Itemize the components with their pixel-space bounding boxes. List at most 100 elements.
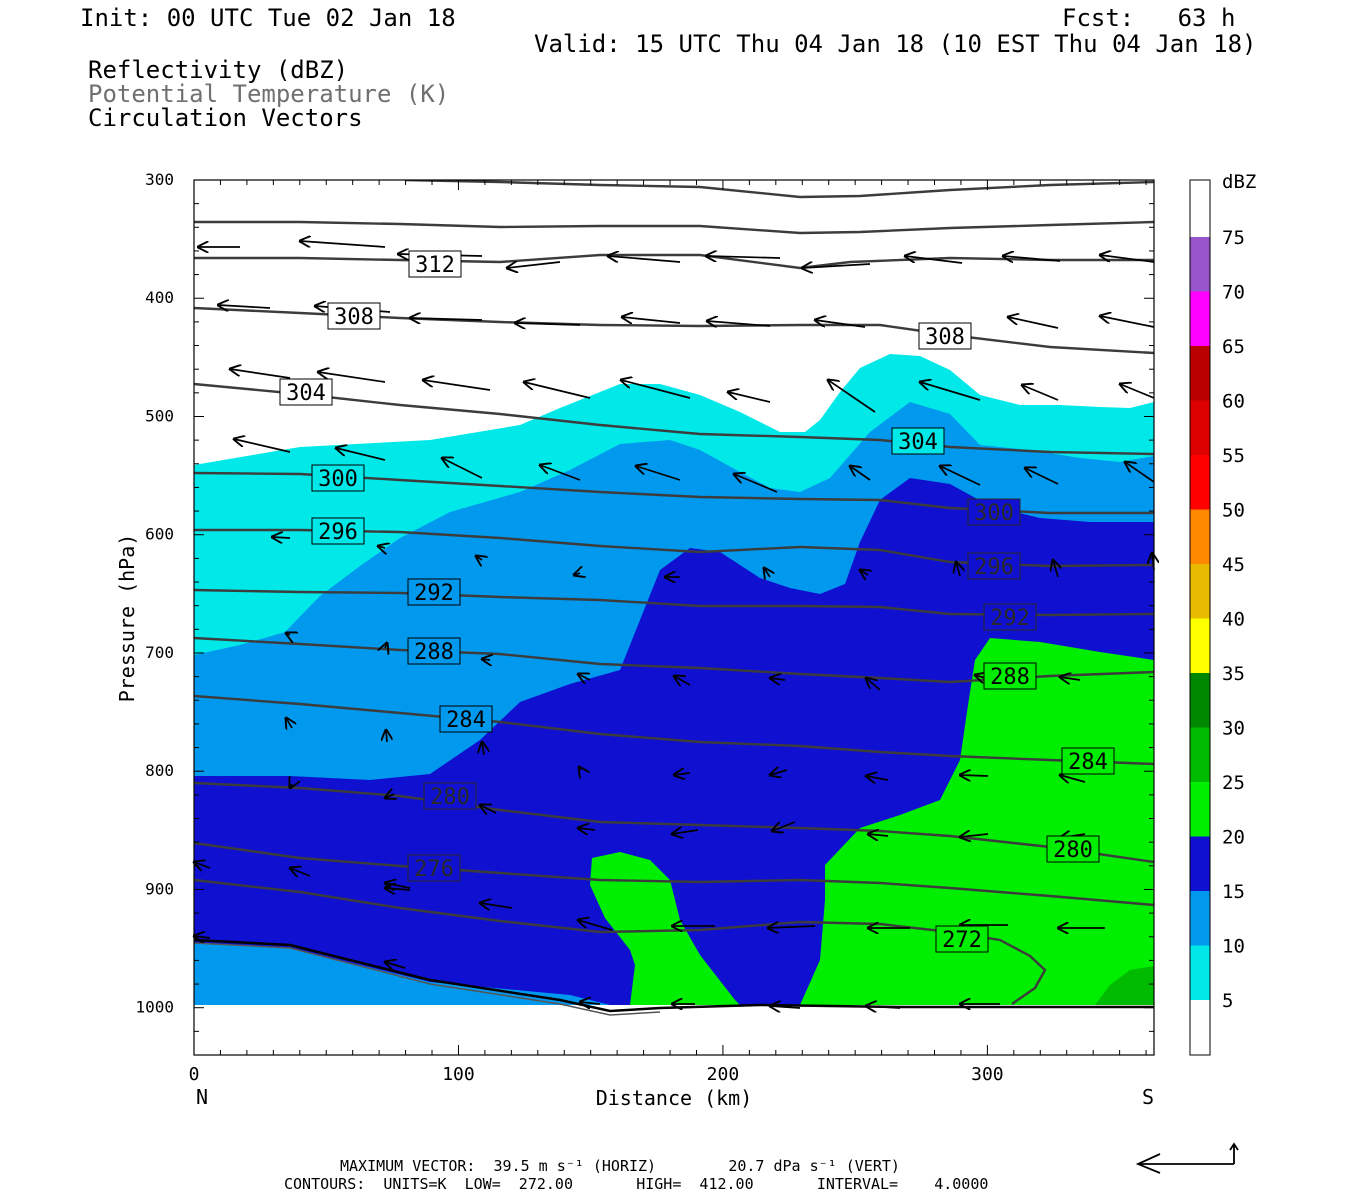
field-theta: Potential Temperature (K) (88, 80, 450, 108)
colorbar-label: 75 (1222, 227, 1245, 249)
circulation-vector (815, 320, 866, 328)
circulation-vector (1060, 677, 1081, 680)
contour-label: 312 (415, 253, 455, 278)
colorbar-label: 35 (1222, 663, 1245, 685)
circulation-vector (385, 794, 394, 798)
forecast-hour: Fcst: 63 h (1062, 4, 1236, 32)
circulation-vector (866, 678, 881, 691)
y-tick-label: 900 (145, 879, 174, 898)
circulation-vector (868, 834, 889, 836)
ground-surface-line (193, 938, 1154, 1013)
circulation-vector (920, 382, 981, 401)
circulation-vector (385, 643, 387, 648)
colorbar-label: 20 (1222, 827, 1245, 849)
circulation-vector (707, 321, 771, 326)
circulation-vector (336, 448, 386, 461)
theta-contour-labels: 312 308 308 304 304 300 300 296 296 292 292 288 288 2… (279, 250, 1115, 953)
contour-label-box (423, 782, 477, 810)
colorbar-swatch (1190, 945, 1210, 1000)
x-axis-title: Distance (km) (596, 1086, 753, 1110)
contour-label: 280 (1053, 838, 1093, 863)
circulation-vector (956, 562, 960, 577)
x-tick-label: 200 (707, 1064, 740, 1085)
contour-label: 300 (318, 467, 358, 492)
contour-label: 284 (446, 708, 486, 733)
circulation-vector (1125, 462, 1155, 483)
circulation-vector (578, 674, 591, 680)
circulation-vector (828, 380, 876, 413)
contour-label-box (1061, 747, 1115, 775)
circulation-vector (772, 821, 796, 831)
colorbar-swatch (1190, 782, 1210, 837)
circulation-vector (1022, 385, 1059, 401)
colorbar-swatch (1190, 727, 1210, 782)
y-tick-label: 300 (145, 170, 174, 189)
contour-label: 304 (286, 381, 326, 406)
contour-label: 292 (414, 581, 454, 606)
circulation-vector (770, 678, 786, 680)
contour-label: 296 (974, 555, 1014, 580)
contour-label-box (311, 517, 365, 545)
circulation-vector (482, 659, 490, 660)
contour-label-box (1046, 835, 1100, 863)
y-tick-label: 700 (145, 643, 174, 662)
circulation-vector (318, 372, 386, 383)
colorbar-label: 55 (1222, 445, 1245, 467)
x-tick-label: 0 (189, 1064, 200, 1085)
circulation-vector (866, 776, 889, 780)
colorbar-swatch (1190, 509, 1210, 564)
contour-label: 280 (430, 785, 470, 810)
circulation-vector (674, 676, 691, 685)
colorbar-label: 70 (1222, 282, 1245, 304)
contour-label: 300 (974, 501, 1014, 526)
y-tick-label: 400 (145, 288, 174, 307)
circulation-vector (1008, 317, 1059, 329)
x-tick-label: 300 (971, 1064, 1004, 1085)
contour-label-box (891, 427, 945, 455)
axis-ticks (193, 179, 1154, 1056)
circulation-vector (272, 537, 291, 538)
circulation-vector (734, 474, 778, 493)
colorbar-swatch (1190, 182, 1210, 237)
circulation-vector (706, 256, 781, 258)
contour-label-box (279, 378, 333, 406)
colorbar-label: 50 (1222, 500, 1245, 522)
contour-label-box (408, 250, 462, 278)
plot-frame (193, 179, 1155, 1056)
contour-label: 292 (990, 606, 1030, 631)
colorbar-label: 15 (1222, 881, 1245, 903)
contour-label-box (311, 464, 365, 492)
x-tick-label: 100 (442, 1064, 475, 1085)
south-label: S (1142, 1085, 1154, 1109)
valid-time: Valid: 15 UTC Thu 04 Jan 18 (10 EST Thu … (534, 30, 1257, 58)
colorbar-label: 5 (1222, 990, 1233, 1012)
contour-label-box (327, 302, 381, 330)
circulation-vector (1060, 775, 1086, 782)
circulation-vector (515, 323, 581, 325)
refl-band-20-inner (590, 852, 740, 1005)
colorbar-outline (1189, 179, 1211, 1056)
circulation-vector (234, 439, 291, 453)
colorbar-swatch (1190, 291, 1210, 346)
contour-label: 304 (898, 430, 938, 455)
circulation-vector (960, 834, 989, 837)
circulation-vector (385, 962, 406, 968)
circulation-vector (674, 773, 691, 775)
contour-label-box (967, 552, 1021, 580)
circulation-vector (410, 318, 483, 320)
colorbar-label: 60 (1222, 391, 1245, 413)
colorbar-swatch (1190, 836, 1210, 891)
init-time: Init: 00 UTC Tue 02 Jan 18 (80, 4, 456, 32)
contour-label: 308 (925, 325, 965, 350)
circulation-vector (621, 380, 691, 399)
circulation-vector (940, 466, 981, 486)
circulation-vector (764, 568, 770, 577)
refl-band-25 (1095, 966, 1154, 1005)
circulation-vector (579, 767, 581, 770)
circulation-vector (290, 784, 292, 788)
circulation-vector (580, 1002, 601, 1004)
circulation-vector (860, 570, 868, 575)
circulation-vector (574, 573, 580, 575)
circulation-vector (802, 264, 871, 268)
circulation-vector (608, 256, 681, 263)
